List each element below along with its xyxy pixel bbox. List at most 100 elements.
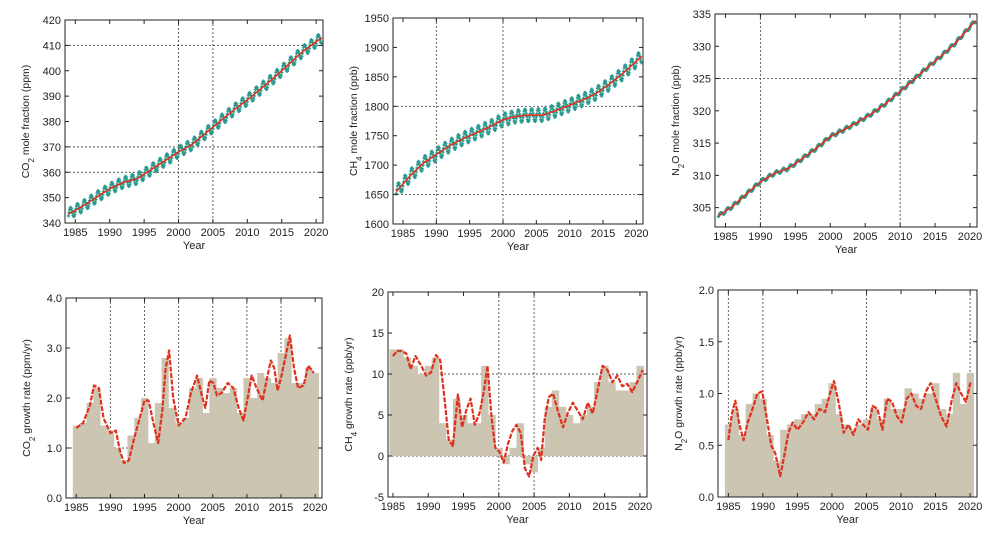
data-point bbox=[196, 141, 201, 145]
bar-2016 bbox=[284, 338, 292, 498]
y-tick-label: 1850 bbox=[365, 72, 389, 84]
x-tick-label: 2015 bbox=[269, 502, 293, 514]
bar-2006 bbox=[216, 388, 224, 498]
data-point bbox=[607, 87, 611, 91]
bar-1994 bbox=[134, 418, 142, 498]
bars bbox=[72, 338, 319, 498]
x-tick-label: 2005 bbox=[201, 227, 225, 239]
y-tick-label: 420 bbox=[43, 15, 61, 27]
bar-2007 bbox=[223, 393, 231, 498]
bar-2003 bbox=[516, 423, 524, 456]
x-tick-label: 2005 bbox=[854, 501, 878, 513]
bar-1999 bbox=[168, 408, 176, 498]
data-point bbox=[494, 126, 498, 131]
data-point bbox=[594, 96, 598, 101]
plot-frame bbox=[392, 17, 644, 225]
data-point bbox=[190, 147, 194, 151]
data-point bbox=[107, 191, 111, 195]
bar-1995 bbox=[459, 415, 468, 456]
x-axis: 1985 1990 1995 2000 2005 2010 2015 2020 bbox=[713, 14, 982, 243]
data-point bbox=[420, 167, 425, 171]
x-tick-label: 2000 bbox=[491, 228, 515, 240]
data-point bbox=[400, 187, 405, 192]
data-point bbox=[494, 123, 498, 127]
bar-2008 bbox=[551, 390, 560, 456]
chart-ch4_mole: 1985 1990 1995 2000 2005 2010 2015 2020 1600 1650… bbox=[348, 13, 649, 253]
data-point bbox=[141, 177, 146, 181]
data-point bbox=[488, 127, 492, 131]
x-tick-label: 2010 bbox=[235, 502, 259, 514]
bar-2015 bbox=[277, 353, 285, 498]
x-tick-label: 2020 bbox=[958, 231, 982, 243]
bar-1991 bbox=[113, 448, 122, 498]
bar-2019 bbox=[959, 403, 968, 497]
grid-lines bbox=[393, 18, 643, 224]
data-point bbox=[407, 180, 411, 184]
x-tick-label: 2010 bbox=[235, 227, 259, 239]
plot-frame bbox=[714, 13, 978, 228]
data-point bbox=[504, 115, 508, 119]
data-point bbox=[468, 136, 472, 140]
y-tick-label: 380 bbox=[43, 117, 61, 129]
x-axis-title: Year bbox=[183, 240, 206, 252]
x-tick-label: 1985 bbox=[716, 501, 740, 513]
x-axis: 1985 1990 1995 2000 2005 2010 2015 2020 bbox=[64, 298, 327, 514]
data-point bbox=[530, 108, 535, 112]
bar-2002 bbox=[842, 424, 850, 497]
bar-1988 bbox=[745, 403, 753, 497]
data-point bbox=[293, 61, 297, 65]
data-point bbox=[272, 80, 276, 84]
data-point bbox=[474, 136, 478, 140]
chart-co2_growth: 1985 1990 1995 2000 2005 2010 2015 2020 0.0 1.0 2.… bbox=[21, 293, 327, 527]
data-point bbox=[527, 118, 531, 122]
bar-1986 bbox=[396, 349, 404, 456]
data-point bbox=[86, 204, 91, 209]
bar-2001 bbox=[502, 456, 510, 465]
x-tick-label: 1990 bbox=[748, 231, 772, 243]
chart-n2o_mole: 1985 1990 1995 2000 2005 2010 2015 2020 305 310 31… bbox=[670, 9, 982, 256]
chart-n2o_growth: 1985 1990 1995 2000 2005 2010 2015 2020 0.0 0.5 1.… bbox=[673, 285, 982, 526]
y-tick-label: 1600 bbox=[365, 219, 389, 231]
x-axis-title: Year bbox=[506, 514, 529, 526]
data-point bbox=[587, 100, 591, 104]
x-tick-label: 2000 bbox=[818, 231, 842, 243]
data-point bbox=[121, 185, 125, 189]
x-tick-label: 1995 bbox=[132, 227, 156, 239]
data-point bbox=[279, 73, 283, 78]
y-tick-label: 5 bbox=[378, 410, 384, 422]
data-point bbox=[500, 123, 505, 127]
bar-1994 bbox=[452, 398, 461, 456]
bar-2000 bbox=[828, 383, 836, 497]
data-point bbox=[574, 105, 578, 110]
data-point bbox=[414, 173, 418, 177]
bar-2019 bbox=[629, 382, 637, 456]
data-point bbox=[238, 107, 242, 112]
data-point bbox=[540, 118, 545, 122]
bar-1985 bbox=[724, 424, 733, 497]
y-tick-label: 1650 bbox=[365, 190, 389, 202]
x-tick-label: 1985 bbox=[64, 502, 88, 514]
y-tick-label: 2.0 bbox=[699, 285, 714, 297]
bar-2005 bbox=[209, 378, 217, 498]
x-tick-label: 2015 bbox=[591, 228, 615, 240]
y-tick-label: 10 bbox=[372, 369, 384, 381]
x-tick-label: 1995 bbox=[783, 231, 807, 243]
y-tick-label: -5 bbox=[374, 492, 384, 504]
y-axis-title: CH4 growth rate (ppb/yr) bbox=[343, 337, 359, 451]
y-tick-label: 1.0 bbox=[47, 443, 62, 455]
bar-1987 bbox=[403, 357, 411, 456]
data-point bbox=[600, 92, 605, 96]
x-tick-label: 2000 bbox=[820, 501, 844, 513]
data-point bbox=[554, 113, 558, 118]
data-point bbox=[614, 82, 618, 86]
x-tick-label: 1990 bbox=[97, 227, 121, 239]
grid-lines bbox=[65, 20, 323, 223]
seasonal-points bbox=[394, 51, 643, 196]
y-tick-label: 1950 bbox=[365, 13, 389, 25]
x-tick-label: 1990 bbox=[424, 228, 448, 240]
data-point bbox=[307, 49, 311, 53]
data-point bbox=[627, 70, 631, 75]
x-tick-label: 2015 bbox=[923, 231, 947, 243]
bar-2011 bbox=[904, 388, 912, 497]
x-tick-label: 1985 bbox=[391, 228, 415, 240]
